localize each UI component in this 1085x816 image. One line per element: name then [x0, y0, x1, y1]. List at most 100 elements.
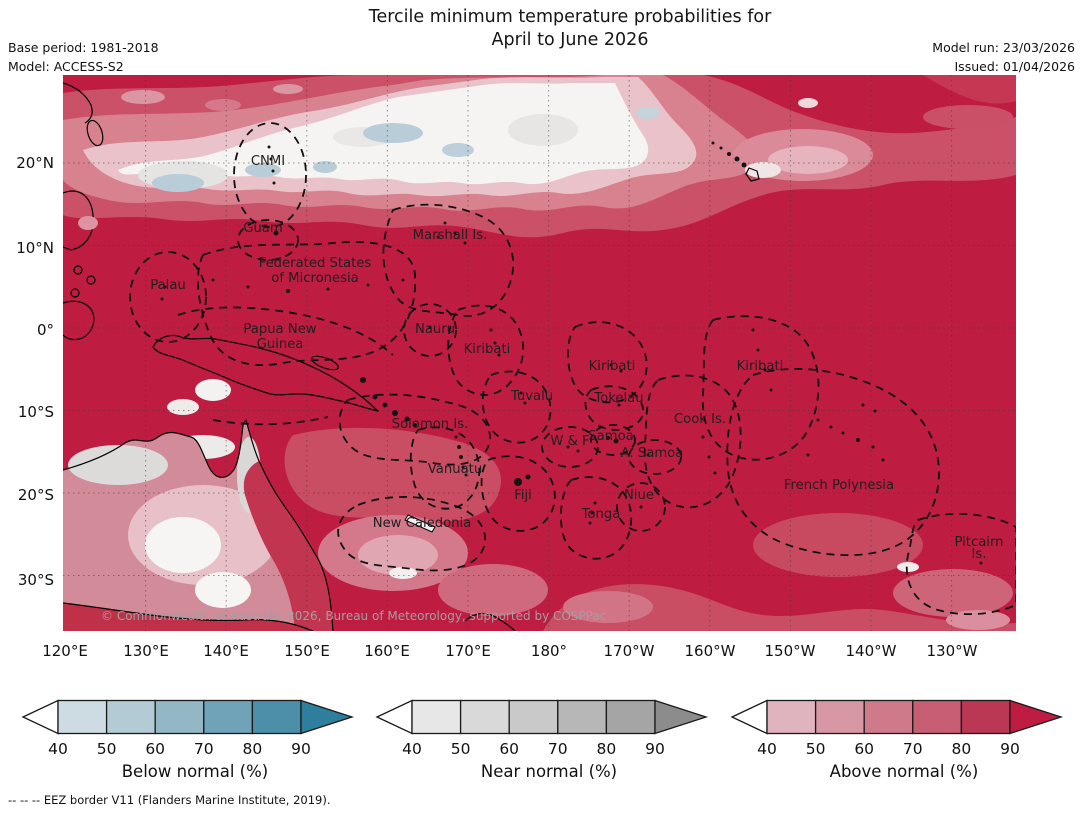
- pacific-probability-map: CNMI Guam Marshall Is. Palau Federated S…: [62, 75, 1017, 632]
- x-tick-160e: 160°E: [364, 642, 410, 660]
- legend-near-label: Near normal (%): [480, 762, 618, 781]
- legend-near-seg-50: [459, 699, 510, 735]
- region-label-kiribati-gilbert: Kiribati: [464, 342, 511, 357]
- legend-below-seg-70: [203, 699, 254, 735]
- legend-above-tick: 40: [757, 740, 777, 758]
- x-tick-180: 180°: [530, 642, 568, 660]
- region-label-cook-islands: Cook Is.: [674, 412, 726, 427]
- page-title: Tercile minimum temperature probabilitie…: [55, 6, 1085, 52]
- legend-above-seg-40: [766, 699, 817, 735]
- region-label-wallis-and-futuna: W & F: [550, 434, 589, 449]
- legend-near-seg-70: [557, 699, 608, 735]
- legend-above-seg-60: [863, 699, 914, 735]
- legend-below-seg-60: [154, 699, 205, 735]
- meta-left: Base period: 1981-2018 Model: ACCESS-S2: [8, 38, 159, 76]
- region-label-new-caledonia: New Caledonia: [373, 516, 472, 531]
- region-label-samoa: Samoa: [588, 429, 633, 444]
- legend-below-tick: 90: [291, 740, 311, 758]
- region-label-niue: Niue: [624, 488, 654, 503]
- legend-near-tick: 80: [596, 740, 617, 758]
- legend-below-tick: 40: [48, 740, 68, 758]
- legend-near-arrow-left: [375, 699, 413, 735]
- x-tick-170e: 170°E: [445, 642, 491, 660]
- x-tick-160w: 160°W: [684, 642, 736, 660]
- y-tick-20s: 20°S: [17, 486, 54, 504]
- legend-near-seg-40: [411, 699, 462, 735]
- issued-label: Issued: 01/04/2026: [954, 59, 1076, 74]
- legend-bar-above-normal: [730, 699, 1064, 735]
- legend-above-label: Above normal (%): [829, 762, 979, 781]
- legend-above-tick: 70: [902, 740, 923, 758]
- x-tick-150e: 150°E: [284, 642, 330, 660]
- region-label-tuvalu: Tuvalu: [510, 389, 553, 404]
- region-label-tokelau: Tokelau: [593, 391, 643, 406]
- legend-below-seg-50: [105, 699, 156, 735]
- model-label: Model: ACCESS-S2: [8, 59, 124, 74]
- legend-below-arrow-right: [300, 699, 355, 735]
- region-label-american-samoa: A. Samoa: [621, 446, 684, 461]
- region-label-marshall-islands: Marshall Is.: [413, 228, 488, 243]
- legend-above-seg-50: [814, 699, 865, 735]
- region-label-guam: Guam: [243, 221, 283, 236]
- legend-near-tick: 40: [402, 740, 422, 758]
- legend-near-tick: 90: [645, 740, 665, 758]
- legend-above-tick: 80: [951, 740, 972, 758]
- legend-above-tick: 90: [1000, 740, 1020, 758]
- legend-above-ticks: 40 50 60 70 80 90: [729, 740, 1079, 760]
- x-tick-120e: 120°E: [42, 642, 88, 660]
- region-label-pitcairn-line1: Pitcairn: [954, 535, 1003, 550]
- region-label-fiji: Fiji: [514, 488, 532, 503]
- legend-near-seg-60: [508, 699, 559, 735]
- eez-border-note: -- -- -- EEZ border V11 (Flanders Marine…: [8, 793, 331, 807]
- legend-near-tick: 50: [450, 740, 471, 758]
- region-label-tonga: Tonga: [581, 507, 621, 522]
- legend-above-tick: 60: [854, 740, 875, 758]
- region-labels: CNMI Guam Marshall Is. Palau Federated S…: [150, 154, 1003, 562]
- y-tick-0: 0°: [36, 321, 54, 339]
- region-label-vanuatu: Vanuatu: [428, 462, 482, 477]
- x-tick-150w: 150°W: [764, 642, 816, 660]
- australia-land: [63, 420, 333, 631]
- legend-below-tick: 60: [145, 740, 166, 758]
- legend-bar-near-normal: [375, 699, 709, 735]
- y-tick-20n: 20°N: [16, 154, 54, 172]
- legend-bar-below-normal: [21, 699, 355, 735]
- region-label-png-line2: Guinea: [257, 337, 304, 352]
- region-label-nauru: Nauru: [415, 322, 455, 337]
- legend-above-arrow-left: [730, 699, 768, 735]
- y-tick-10n: 10°N: [16, 239, 54, 257]
- y-tick-30s: 30°S: [17, 571, 54, 589]
- legend-above-seg-80: [960, 699, 1011, 735]
- legend-near-normal: 40 50 60 70 80 90 Near normal (%): [374, 698, 724, 781]
- legend-below-label: Below normal (%): [121, 762, 269, 781]
- copyright-text: © Commonwealth of Australia 2026, Bureau…: [101, 609, 606, 623]
- legend-above-seg-70: [912, 699, 963, 735]
- x-tick-130w: 130°W: [926, 642, 978, 660]
- legend-below-tick: 80: [242, 740, 263, 758]
- region-label-solomon-islands: Solomon Is.: [392, 417, 469, 432]
- region-label-cnmi: CNMI: [251, 154, 285, 169]
- legend-near-seg-80: [605, 699, 656, 735]
- legend-below-seg-40: [57, 699, 108, 735]
- legend-near-tick: 70: [547, 740, 568, 758]
- legend-below-arrow-left: [21, 699, 59, 735]
- region-label-french-polynesia: French Polynesia: [784, 478, 894, 493]
- region-label-kiribati-phoenix: Kiribati: [589, 359, 636, 374]
- legend-near-arrow-right: [654, 699, 709, 735]
- region-label-palau: Palau: [150, 278, 186, 293]
- map-svg: CNMI Guam Marshall Is. Palau Federated S…: [62, 75, 1017, 632]
- legend-below-tick: 70: [193, 740, 214, 758]
- legend-above-normal: 40 50 60 70 80 90 Above normal (%): [729, 698, 1079, 781]
- region-label-kiribati-line: Kiribati: [737, 359, 784, 374]
- title-line-2: April to June 2026: [491, 30, 649, 50]
- x-tick-130e: 130°E: [123, 642, 169, 660]
- model-run-label: Model run: 23/03/2026: [932, 40, 1075, 55]
- legend-below-tick: 50: [96, 740, 117, 758]
- legend-above-tick: 50: [805, 740, 826, 758]
- legend-near-tick: 60: [499, 740, 520, 758]
- y-tick-10s: 10°S: [17, 403, 54, 421]
- eez-borders: [129, 122, 1017, 616]
- base-period-label: Base period: 1981-2018: [8, 40, 159, 55]
- map-probability-field: [63, 75, 1016, 631]
- coastlines: [62, 82, 983, 632]
